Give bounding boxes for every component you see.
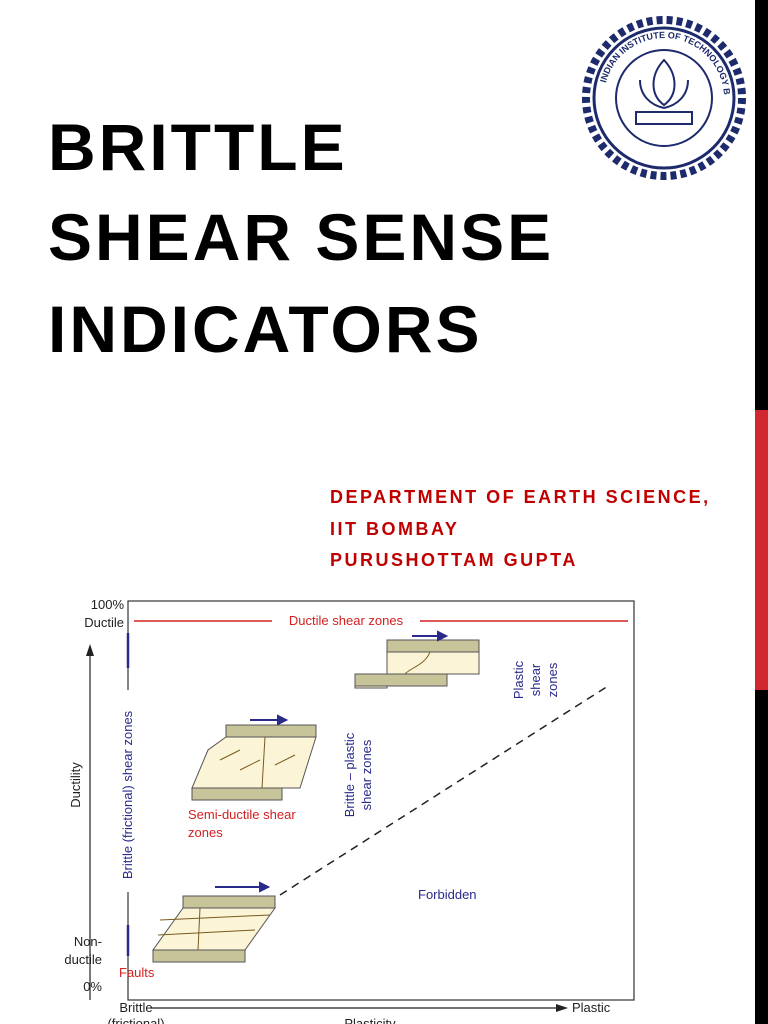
region-label: shear zones [359, 739, 374, 810]
subtitle-line: DEPARTMENT OF EARTH SCIENCE, [330, 487, 711, 507]
x-axis-label: Plasticity [344, 1016, 396, 1024]
figure: Ductile shear zones Ductility 100% Ducti… [64, 597, 635, 1024]
side-bar [755, 690, 768, 1024]
side-bar-accent [755, 410, 768, 690]
title-line: INDICATORS [48, 292, 483, 366]
region-label: Ductile shear zones [289, 613, 404, 628]
region-label: Semi-ductile shear [188, 807, 296, 822]
title-line: SHEAR SENSE [48, 200, 554, 274]
x-axis-end: (frictional) [107, 1016, 164, 1024]
region-label: Forbidden [418, 887, 477, 902]
subtitle-line: PURUSHOTTAM GUPTA [330, 550, 578, 570]
y-axis-end: Ductile [84, 615, 124, 630]
subtitle-line: IIT BOMBAY [330, 519, 459, 539]
region-label: Brittle (frictional) shear zones [120, 710, 135, 879]
x-axis-end: Plastic [572, 1000, 611, 1015]
region-label: zones [188, 825, 223, 840]
region-label: Brittle – plastic [342, 732, 357, 817]
title-line: BRITTLE [48, 110, 348, 184]
region-label: Faults [119, 965, 155, 980]
y-axis-end: ductile [64, 952, 102, 967]
region-label: Plastic [511, 660, 526, 699]
y-axis-end: Non- [74, 934, 102, 949]
region-label: zones [545, 662, 560, 697]
side-bar [755, 0, 768, 410]
y-axis-end: 0% [83, 979, 102, 994]
x-axis-end: Brittle [119, 1000, 152, 1015]
y-axis-end: 100% [91, 597, 125, 612]
y-axis-label: Ductility [68, 762, 83, 808]
region-label: shear [528, 663, 543, 696]
